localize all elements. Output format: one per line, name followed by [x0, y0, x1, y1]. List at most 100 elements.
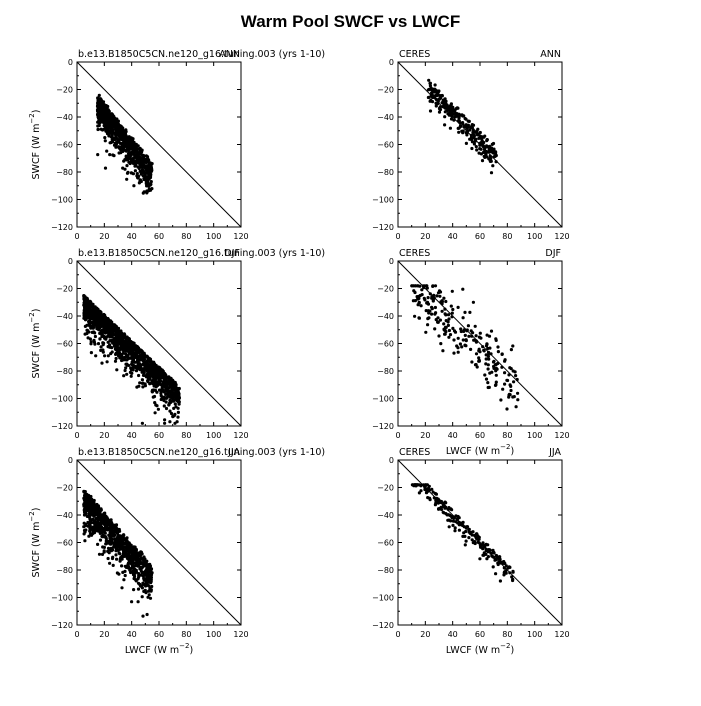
scatter-point [91, 321, 95, 325]
scatter-point [113, 523, 117, 527]
x-tick-label: 80 [181, 630, 191, 639]
scatter-point [494, 383, 498, 387]
scatter-point [168, 420, 172, 424]
x-tick-label: 20 [420, 431, 430, 440]
scatter-point [415, 295, 419, 299]
scatter-point [90, 507, 94, 511]
scatter-point [103, 321, 107, 325]
scatter-point [437, 110, 442, 114]
y-tick-label: −20 [377, 86, 394, 95]
scatter-point [477, 359, 481, 363]
scatter-point [437, 507, 441, 511]
scatter-point [105, 539, 109, 543]
scatter-point [496, 350, 500, 354]
scatter-point [112, 323, 117, 327]
scatter-point [126, 548, 130, 553]
scatter-point [90, 501, 94, 505]
y-tick-label: −60 [377, 340, 394, 349]
scatter-point [428, 81, 432, 85]
scatter-point [117, 572, 121, 576]
scatter-point [104, 124, 108, 128]
scatter-point [430, 312, 434, 316]
scatter-point [100, 361, 104, 365]
y-tick-label: −20 [56, 86, 73, 95]
scatter-point [491, 565, 495, 569]
scatter-point [95, 523, 99, 527]
scatter-point [146, 577, 150, 581]
scatter-point [108, 141, 112, 145]
scatter-point [117, 548, 121, 552]
scatter-point [145, 155, 150, 159]
scatter-point [135, 172, 139, 176]
scatter-point [475, 339, 479, 343]
scatter-point [103, 535, 107, 539]
scatter-point [161, 369, 165, 373]
scatter-point [88, 307, 92, 311]
x-tick-label: 40 [127, 630, 137, 639]
scatter-point [143, 557, 147, 561]
scatter-point [126, 354, 130, 358]
scatter-point [118, 135, 122, 139]
y-tick-label: −80 [56, 367, 73, 376]
scatter-point [148, 565, 152, 569]
scatter-point [471, 300, 475, 304]
scatter-point [482, 150, 486, 154]
scatter-point [506, 378, 510, 383]
x-tick-label: 100 [206, 232, 221, 241]
scatter-point [114, 129, 118, 133]
scatter-point [141, 574, 145, 578]
scatter-point [460, 129, 464, 133]
scatter-point [464, 339, 468, 343]
x-axis-label: LWCF (W m−2) [446, 443, 514, 457]
scatter-point [436, 99, 440, 104]
scatter-point [173, 385, 178, 389]
scatter-point [491, 360, 496, 364]
scatter-point [177, 402, 181, 406]
scatter-point [172, 382, 176, 386]
scatter-point [153, 388, 158, 393]
scatter-point [133, 345, 137, 349]
scatter-point [177, 396, 181, 400]
scatter-point [474, 130, 478, 134]
y-tick-label: −40 [377, 511, 394, 520]
scatter-point [113, 537, 117, 542]
x-tick-label: 60 [475, 431, 485, 440]
scatter-point [494, 366, 498, 370]
x-tick-label: 60 [154, 232, 164, 241]
scatter-point [82, 532, 86, 536]
scatter-point [128, 155, 132, 159]
scatter-point [102, 314, 106, 318]
scatter-point [452, 118, 456, 122]
scatter-point [125, 164, 129, 168]
scatter-point [449, 104, 453, 108]
scatter-point [123, 541, 127, 545]
scatter-point [161, 372, 165, 377]
scatter-point [438, 107, 443, 112]
scatter-point [486, 363, 490, 367]
scatter-point [458, 342, 462, 346]
scatter-point [148, 183, 152, 187]
scatter-point [98, 323, 102, 327]
scatter-point [479, 545, 483, 549]
scatter-point [494, 362, 498, 367]
scatter-point [129, 346, 133, 351]
scatter-point [428, 87, 432, 92]
scatter-point [82, 510, 87, 514]
scatter-point [163, 421, 167, 425]
scatter-point [108, 343, 112, 347]
scatter-point [172, 398, 176, 402]
scatter-point [143, 560, 147, 564]
scatter-point [484, 357, 488, 361]
scatter-point [470, 146, 474, 151]
scatter-point [433, 312, 437, 316]
scatter-point [110, 346, 114, 350]
scatter-point [428, 496, 432, 500]
scatter-point [501, 387, 505, 391]
scatter-point [131, 144, 135, 148]
scatter-point [117, 151, 121, 155]
scatter-point [110, 548, 115, 552]
scatter-point [446, 323, 450, 327]
scatter-point [443, 325, 448, 329]
y-tick-label: −20 [377, 285, 394, 294]
scatter-point [94, 306, 98, 311]
